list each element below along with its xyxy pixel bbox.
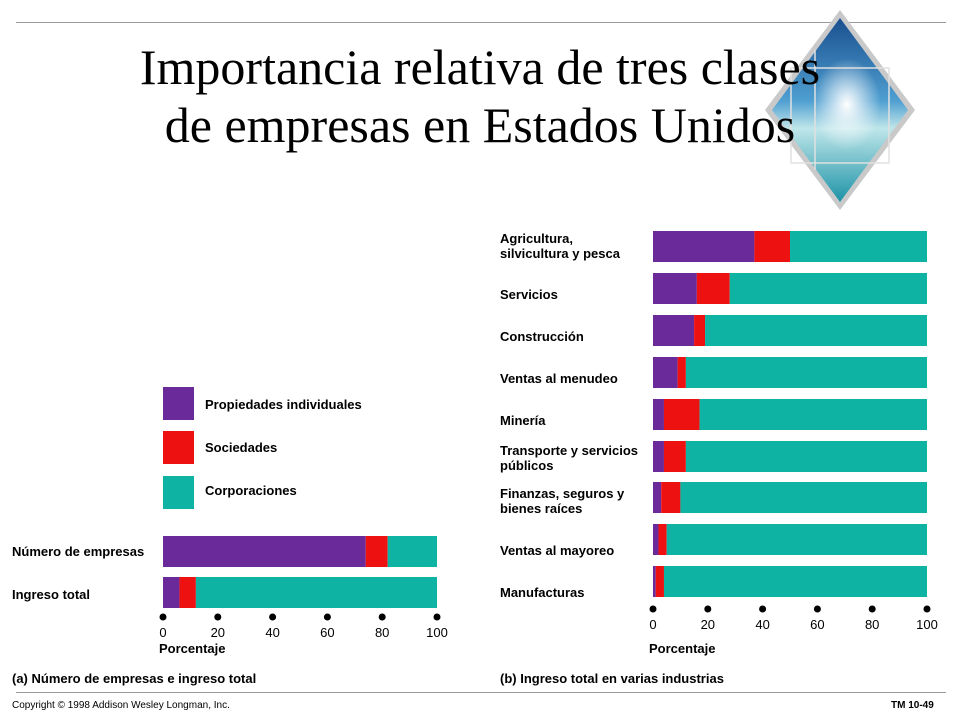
axis-tick-label: 80	[865, 617, 879, 632]
category-label-line: Agricultura,	[500, 231, 573, 246]
axis-tick-dot	[378, 613, 386, 621]
axis-tick-label: 100	[916, 617, 938, 632]
bar-segment	[677, 357, 686, 388]
axis-tick-label: 0	[649, 617, 656, 632]
decorative-diamond-image	[765, 10, 915, 210]
chart-b-category-label: Agricultura, silvicultura y pesca	[500, 231, 620, 261]
axis-tick-dot	[433, 613, 441, 621]
top-rule	[16, 22, 946, 23]
chart-b-category-label: Transporte y servicios públicos	[500, 443, 638, 473]
bar-segment	[790, 231, 927, 262]
bar-segment	[179, 577, 196, 608]
category-label-line: públicos	[500, 458, 554, 473]
bar-segment	[685, 357, 927, 388]
bar-segment	[694, 315, 706, 346]
bar-segment	[685, 441, 927, 472]
chart-b-category-label: Minería	[500, 413, 546, 428]
bar-segment	[653, 357, 678, 388]
axis-tick-label: 0	[159, 625, 166, 640]
bar-segment	[387, 536, 437, 567]
chart-b-caption: (b) Ingreso total en varias industrias	[500, 671, 724, 686]
axis-tick-dot	[214, 613, 222, 621]
bar-segment	[655, 566, 664, 597]
axis-tick-dot	[649, 605, 657, 613]
bar-segment	[653, 315, 695, 346]
bar-segment	[163, 577, 180, 608]
legend-label-sociedades: Sociedades	[205, 440, 278, 455]
bar-segment	[663, 441, 686, 472]
axis-tick-label: 60	[810, 617, 824, 632]
bar-segment	[705, 315, 927, 346]
chart-b-category-label: Manufacturas	[500, 585, 585, 600]
bar-segment	[729, 273, 927, 304]
bar-segment	[653, 231, 755, 262]
axis-tick-dot	[323, 613, 331, 621]
legend-label-propiedades: Propiedades individuales	[205, 397, 362, 412]
title-line-2: de empresas en Estados Unidos	[164, 97, 796, 153]
bar-segment	[653, 566, 656, 597]
chart-b-category-label: Finanzas, seguros y bienes raíces	[500, 486, 624, 516]
chart-b-category-label: Construcción	[500, 329, 584, 344]
chart-b-xlabel: Porcentaje	[649, 641, 716, 656]
legend-swatch-propiedades	[163, 387, 194, 420]
category-label-line: bienes raíces	[500, 501, 583, 516]
axis-tick-label: 40	[755, 617, 769, 632]
copyright: Copyright © 1998 Addison Wesley Longman,…	[12, 700, 230, 711]
bar-segment	[163, 536, 366, 567]
bar-segment	[663, 566, 927, 597]
axis-tick-label: 100	[426, 625, 448, 640]
bar-segment	[653, 273, 697, 304]
bar-segment	[680, 482, 927, 513]
axis-tick-dot	[269, 613, 277, 621]
legend-label-corporaciones: Corporaciones	[205, 483, 297, 498]
chart-b-category-label: Ventas al mayoreo	[500, 543, 615, 558]
axis-tick-label: 40	[265, 625, 279, 640]
axis-tick-dot	[159, 613, 167, 621]
bar-segment	[658, 524, 667, 555]
axis-tick-label: 20	[211, 625, 225, 640]
bar-segment	[653, 482, 662, 513]
axis-tick-dot	[704, 605, 712, 613]
page-title: Importancia relativa de tres clases de e…	[60, 38, 900, 154]
bar-segment	[661, 482, 681, 513]
legend-swatch-sociedades	[163, 431, 194, 464]
bottom-rule	[16, 692, 946, 693]
chart-a-category-label: Ingreso total	[12, 587, 91, 602]
chart-a-category-label: Número de empresas	[12, 544, 145, 559]
axis-tick-dot	[868, 605, 876, 613]
chart-b-category-label: Ventas al menudeo	[500, 371, 618, 386]
bar-segment	[653, 441, 664, 472]
bar-segment	[663, 399, 700, 430]
category-label-line: silvicultura y pesca	[500, 246, 620, 261]
bar-segment	[653, 524, 659, 555]
axis-tick-dot	[813, 605, 821, 613]
category-label-line: Transporte y servicios	[500, 443, 639, 458]
bar-segment	[699, 399, 927, 430]
bar-segment	[754, 231, 790, 262]
title-line-1: Importancia relativa de tres clases	[139, 39, 821, 95]
bar-segment	[653, 399, 664, 430]
category-label-line: Finanzas, seguros y	[500, 486, 625, 501]
bar-segment	[195, 577, 437, 608]
axis-tick-dot	[759, 605, 767, 613]
chart-a-xlabel: Porcentaje	[159, 641, 226, 656]
chart-b-category-label: Servicios	[500, 287, 558, 302]
bar-segment	[666, 524, 927, 555]
legend-swatch-corporaciones	[163, 476, 194, 509]
axis-tick-dot	[923, 605, 931, 613]
chart-a-caption: (a) Número de empresas e ingreso total	[12, 671, 257, 686]
axis-tick-label: 60	[320, 625, 334, 640]
slide-number: TM 10-49	[891, 700, 934, 711]
bar-segment	[696, 273, 730, 304]
axis-tick-label: 20	[701, 617, 715, 632]
bar-segment	[365, 536, 388, 567]
axis-tick-label: 80	[375, 625, 389, 640]
